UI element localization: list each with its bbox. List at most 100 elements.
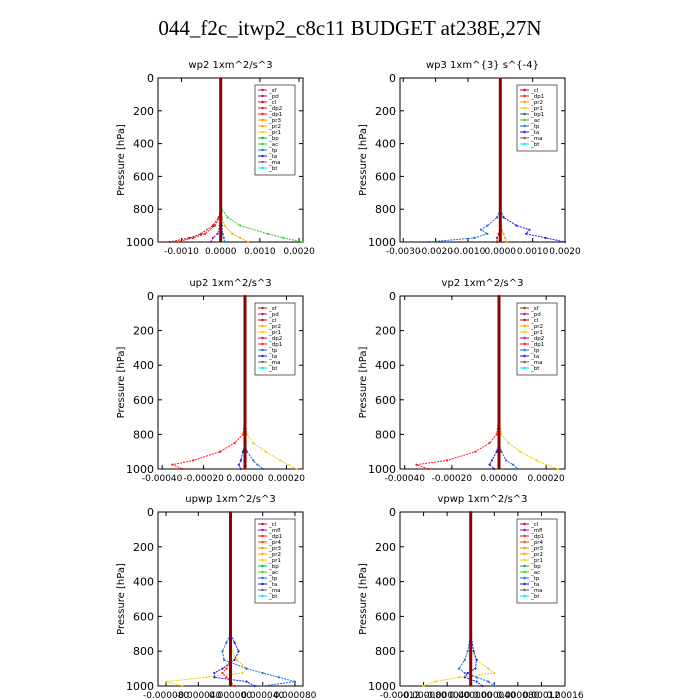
data-point <box>245 433 249 436</box>
legend-label: _mfl <box>268 528 281 534</box>
data-point <box>241 671 244 675</box>
legend-label: _bt <box>530 366 540 372</box>
legend-label: _pr2 <box>268 124 281 130</box>
data-point <box>474 450 477 453</box>
page-title: 044_f2c_itwp2_c8c11 BUDGET at238E,27N <box>158 16 542 40</box>
data-point <box>171 463 174 466</box>
plot-frame <box>157 77 304 243</box>
data-point <box>475 680 478 683</box>
plot-frame <box>157 295 304 470</box>
legend-label: _dp1 <box>530 94 544 100</box>
legend-label: _bt <box>530 142 540 148</box>
legend-marker <box>523 336 526 340</box>
legend-marker <box>523 106 526 110</box>
data-point <box>245 667 248 670</box>
legend-label: _pr1 <box>268 330 281 336</box>
legend-marker <box>261 366 264 370</box>
legend-label: _ac <box>268 570 278 576</box>
legend-marker <box>523 348 526 352</box>
data-point <box>512 463 515 466</box>
y-tick-label: 400 <box>375 359 396 372</box>
legend-marker <box>261 124 264 128</box>
legend-marker <box>261 94 264 98</box>
legend-marker <box>261 522 264 526</box>
legend-marker <box>523 582 526 586</box>
legend-marker <box>523 354 526 358</box>
legend-label: _pr1 <box>530 330 543 336</box>
x-tick-label: 0.0020 <box>283 247 315 257</box>
legend-box <box>254 84 296 176</box>
x-tick-label: 0.00000 <box>480 474 517 484</box>
data-point <box>488 441 491 445</box>
data-point <box>213 224 216 227</box>
y-tick-label: 800 <box>375 203 396 216</box>
legend-marker <box>523 94 526 98</box>
y-tick-label: 200 <box>133 325 154 338</box>
legend-marker <box>523 522 526 526</box>
x-tick-label: 0.0010 <box>517 247 549 257</box>
legend-marker <box>523 342 526 346</box>
data-point <box>225 641 228 644</box>
y-tick-label: 0 <box>389 506 396 519</box>
data-point <box>164 680 168 683</box>
data-point <box>200 232 203 235</box>
legend-label: _ta <box>268 354 277 360</box>
legend-marker <box>523 306 526 310</box>
data-point <box>495 240 499 244</box>
legend-marker <box>523 576 526 580</box>
data-point <box>525 232 528 235</box>
y-axis-label: Pressure [hPa] <box>358 563 369 635</box>
data-point <box>544 236 547 239</box>
series-line-dp1 <box>416 296 500 470</box>
legend-marker <box>261 348 264 352</box>
panel-title: vp2 1xm^2/s^3 <box>442 278 524 289</box>
legend-label: _cl <box>268 522 277 528</box>
y-tick-label: 1000 <box>368 680 396 693</box>
legend-label: _dp2 <box>268 106 282 112</box>
data-point <box>237 463 240 466</box>
y-tick-label: 400 <box>375 576 396 589</box>
y-tick-label: 600 <box>375 394 396 407</box>
data-point <box>293 680 297 683</box>
legend-box <box>516 518 558 604</box>
data-point <box>222 236 225 239</box>
data-point <box>287 463 290 466</box>
y-tick-label: 600 <box>133 170 154 183</box>
legend-label: _tp <box>268 148 278 154</box>
x-tick-label: -0.00012 <box>380 691 420 700</box>
data-point <box>221 667 224 670</box>
y-tick-label: 0 <box>147 506 154 519</box>
data-point <box>493 684 496 688</box>
legend-marker <box>261 570 264 574</box>
y-tick-label: 200 <box>133 541 154 554</box>
data-point <box>295 467 298 471</box>
legend-marker <box>523 564 526 568</box>
legend-label: _mfl <box>530 528 543 534</box>
x-tick-label: -0.0020 <box>418 247 453 257</box>
x-tick-label: 0.000040 <box>241 691 284 700</box>
data-point <box>457 667 461 670</box>
data-point <box>261 671 264 675</box>
data-point <box>463 658 466 662</box>
data-point <box>457 676 461 679</box>
legend-label: _bp1 <box>530 112 544 118</box>
y-tick-label: 400 <box>133 138 154 151</box>
legend-label: _ma <box>530 136 542 142</box>
legend-label: _pr1 <box>530 106 543 112</box>
legend-label: _bt <box>530 594 540 600</box>
legend-label: _ac <box>268 142 278 148</box>
legend-marker <box>261 306 264 310</box>
legend-marker <box>261 136 264 140</box>
data-point <box>474 667 477 670</box>
data-point <box>504 236 507 239</box>
legend-label: _ma <box>530 588 542 594</box>
data-point <box>279 459 282 462</box>
y-tick-label: 600 <box>133 610 154 623</box>
y-axis-label: Pressure [hPa] <box>116 563 127 635</box>
legend-marker <box>261 360 264 364</box>
data-point <box>493 671 496 675</box>
legend-marker <box>523 360 526 364</box>
legend-marker <box>523 570 526 574</box>
legend-label: _bp <box>268 136 279 142</box>
data-point <box>213 676 216 679</box>
